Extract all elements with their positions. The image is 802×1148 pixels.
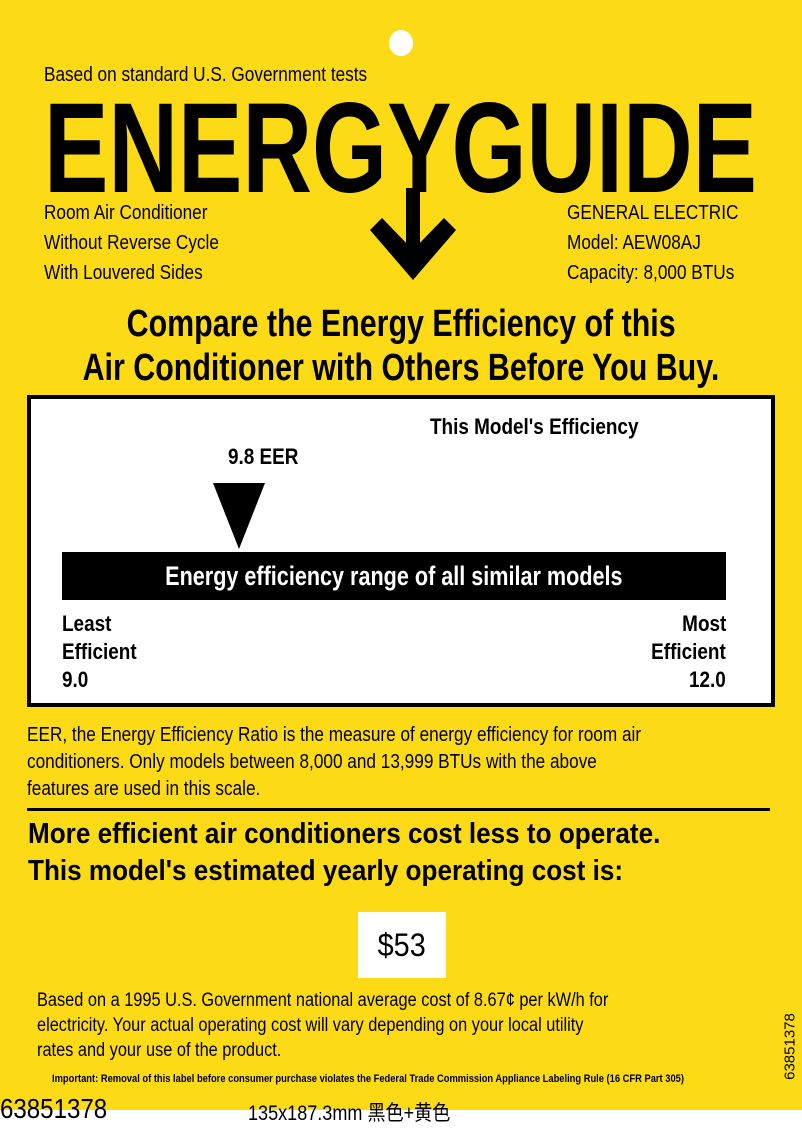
cost-heading: More efficient air conditioners cost les… — [28, 818, 661, 887]
most-value: 12.0 — [689, 667, 726, 692]
compare-headline: Compare the Energy Efficiency of this Ai… — [82, 303, 720, 389]
removal-warning: Important: Removal of this label before … — [52, 1073, 684, 1085]
hang-hole — [389, 30, 413, 56]
efficiency-scale-box — [27, 395, 775, 707]
capacity: Capacity: 8,000 BTUs — [567, 262, 735, 284]
yearly-operating-cost: $53 — [358, 912, 446, 978]
manufacturer: GENERAL ELECTRIC — [567, 202, 739, 224]
footer-code: 63851378 — [0, 1093, 108, 1124]
model-number: Model: AEW08AJ — [567, 232, 701, 254]
model-position-marker — [213, 483, 266, 549]
product-identification: GENERAL ELECTRIC Model: AEW08AJ Capacity… — [567, 198, 766, 288]
model-eer-value: 9.8 EER — [228, 444, 299, 469]
cost-basis-note: Based on a 1995 U.S. Government national… — [37, 990, 609, 1061]
this-model-efficiency-title: This Model's Efficiency — [430, 414, 639, 439]
divider — [27, 808, 770, 811]
side-label-code: 63851378 — [781, 1013, 799, 1080]
energyguide-logo: ENERGYGUIDE — [44, 90, 757, 200]
energy-guide-label: Based on standard U.S. Government tests … — [0, 0, 802, 1110]
eer-explanation: EER, the Energy Efficiency Ratio is the … — [27, 724, 642, 800]
tests-note: Based on standard U.S. Government tests — [44, 64, 368, 86]
down-arrow-icon — [370, 188, 456, 280]
least-efficient-label: Least Efficient 9.0 — [62, 610, 149, 694]
least-value: 9.0 — [62, 667, 89, 692]
most-efficient-label: Most Efficient 12.0 — [639, 610, 726, 694]
footer-spec: 135x187.3mm 黑色+黄色 — [248, 1102, 451, 1125]
svg-text:ENERGYGUIDE: ENERGYGUIDE — [44, 90, 757, 200]
efficiency-range-bar: Energy efficiency range of all similar m… — [62, 552, 726, 600]
product-description: Room Air Conditioner Without Reverse Cyc… — [44, 202, 219, 284]
